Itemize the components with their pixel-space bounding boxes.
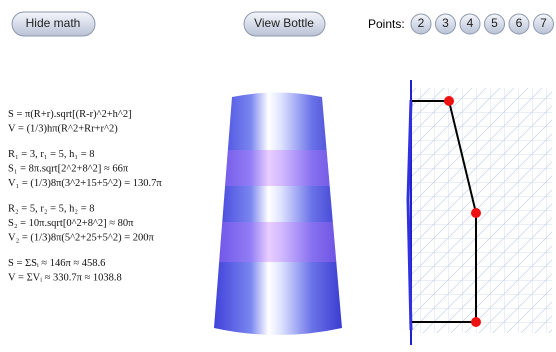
math-line: R₂ = 5, r₂ = 5, h₂ = 8 bbox=[8, 204, 95, 215]
math-line: S = ΣSᵢ ≈ 146π ≈ 458.6 bbox=[8, 258, 105, 269]
hide-math-button[interactable]: Hide math bbox=[12, 12, 95, 36]
button-label: 5 bbox=[491, 16, 498, 30]
points-button[interactable]: 7 bbox=[534, 14, 554, 34]
button-label: 6 bbox=[516, 16, 523, 30]
button-label: 7 bbox=[540, 16, 547, 30]
math-line: S₁ = 8π.sqrt[2^2+8^2] ≈ 66π bbox=[8, 164, 129, 175]
points-button[interactable]: 3 bbox=[436, 14, 456, 34]
points-buttons: 2 3 4 5 6 7 bbox=[411, 14, 554, 34]
math-line: R₁ = 3, r₁ = 5, h₁ = 8 bbox=[8, 149, 95, 160]
bottle bbox=[210, 85, 346, 345]
math-line: V = ΣVᵢ ≈ 330.7π ≈ 1038.8 bbox=[8, 273, 122, 284]
button-label: 2 bbox=[418, 16, 425, 30]
points-button[interactable]: 6 bbox=[509, 14, 529, 34]
math-line: V₁ = (1/3)8π(3^2+15+5^2) = 130.7π bbox=[8, 178, 162, 189]
points-button[interactable]: 2 bbox=[411, 14, 431, 34]
applet: Hide math View Bottle Points: 2 3 4 5 6 7 S =… bbox=[0, 0, 556, 352]
profile-editor[interactable] bbox=[408, 80, 552, 345]
math-line: S = π(R+r).sqrt[(R-r)^2+h^2] bbox=[8, 109, 132, 120]
points-label: Points: bbox=[368, 17, 405, 31]
button-label: 3 bbox=[442, 16, 449, 30]
button-label: Hide math bbox=[26, 16, 81, 30]
math-panel: S = π(R+r).sqrt[(R-r)^2+h^2] V = (1/3)hπ(… bbox=[8, 109, 162, 284]
math-line: S₂ = 10π.sqrt[0^2+8^2] ≈ 80π bbox=[8, 218, 134, 229]
button-label: 4 bbox=[467, 16, 474, 30]
math-line: V = (1/3)hπ(R^2+Rr+r^2) bbox=[8, 124, 118, 135]
points-button[interactable]: 5 bbox=[485, 14, 505, 34]
points-button[interactable]: 4 bbox=[460, 14, 480, 34]
button-label: View Bottle bbox=[254, 16, 314, 30]
view-bottle-button[interactable]: View Bottle bbox=[244, 12, 325, 36]
math-line: V₂ = (1/3)8π(5^2+25+5^2) = 200π bbox=[8, 233, 154, 244]
